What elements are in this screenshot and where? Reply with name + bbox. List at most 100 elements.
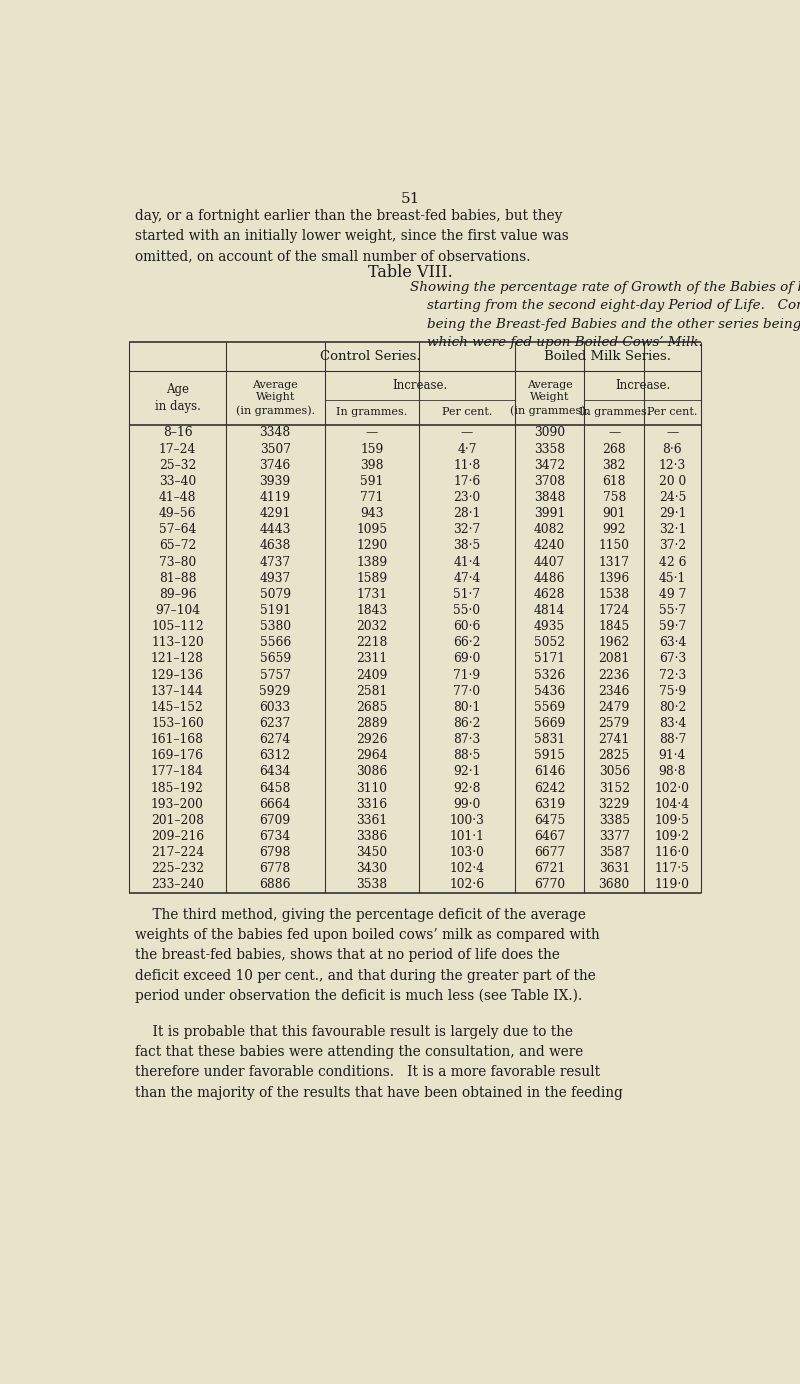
Text: Average
Weight
(in grammes).: Average Weight (in grammes).: [510, 379, 589, 417]
Text: 33–40: 33–40: [159, 475, 196, 487]
Text: 217–224: 217–224: [151, 846, 204, 859]
Text: 75·9: 75·9: [658, 685, 686, 698]
Text: 5380: 5380: [259, 620, 290, 632]
Text: 1724: 1724: [598, 603, 630, 617]
Text: 6677: 6677: [534, 846, 565, 859]
Text: In grammes.: In grammes.: [336, 407, 408, 418]
Text: 101·1: 101·1: [450, 830, 485, 843]
Text: 4·7: 4·7: [458, 443, 477, 455]
Text: 32·7: 32·7: [454, 523, 481, 536]
Text: 24·5: 24·5: [658, 491, 686, 504]
Text: 2889: 2889: [356, 717, 388, 729]
Text: 3086: 3086: [357, 765, 388, 778]
Text: 23·0: 23·0: [454, 491, 481, 504]
Text: 1843: 1843: [357, 603, 388, 617]
Text: 51: 51: [400, 192, 420, 206]
Text: 3152: 3152: [598, 782, 630, 794]
Text: 5929: 5929: [259, 685, 291, 698]
Text: 3110: 3110: [357, 782, 387, 794]
Text: 185–192: 185–192: [151, 782, 204, 794]
Text: 4737: 4737: [259, 555, 290, 569]
Text: 73–80: 73–80: [159, 555, 196, 569]
Text: 65–72: 65–72: [159, 540, 196, 552]
Text: —: —: [461, 426, 473, 439]
Text: 268: 268: [602, 443, 626, 455]
Text: 102·6: 102·6: [450, 879, 485, 891]
Text: 161–168: 161–168: [151, 734, 204, 746]
Text: 137–144: 137–144: [151, 685, 204, 698]
Text: 3090: 3090: [534, 426, 565, 439]
Text: 87·3: 87·3: [454, 734, 481, 746]
Text: 5326: 5326: [534, 668, 565, 681]
Text: 3056: 3056: [598, 765, 630, 778]
Text: 17–24: 17–24: [159, 443, 196, 455]
Text: 3507: 3507: [260, 443, 290, 455]
Text: 1845: 1845: [598, 620, 630, 632]
Text: 2346: 2346: [598, 685, 630, 698]
Text: 67·3: 67·3: [658, 652, 686, 666]
Text: 80·2: 80·2: [658, 700, 686, 714]
Text: 3631: 3631: [598, 862, 630, 875]
Text: 4291: 4291: [259, 507, 291, 520]
Text: 45·1: 45·1: [658, 572, 686, 584]
Text: 32·1: 32·1: [658, 523, 686, 536]
Text: 5569: 5569: [534, 700, 565, 714]
Text: 63·4: 63·4: [658, 637, 686, 649]
Text: day, or a fortnight earlier than the breast-fed babies, but they
started with an: day, or a fortnight earlier than the bre…: [135, 209, 569, 263]
Text: 6312: 6312: [259, 749, 290, 763]
Text: 3450: 3450: [357, 846, 387, 859]
Text: 3538: 3538: [357, 879, 387, 891]
Text: 60·6: 60·6: [454, 620, 481, 632]
Text: Average
Weight
(in grammes).: Average Weight (in grammes).: [235, 379, 314, 417]
Text: 4407: 4407: [534, 555, 565, 569]
Text: 3385: 3385: [598, 814, 630, 826]
Text: 6033: 6033: [259, 700, 290, 714]
Text: 5566: 5566: [259, 637, 290, 649]
Text: 1095: 1095: [357, 523, 387, 536]
Text: 771: 771: [360, 491, 384, 504]
Text: 29·1: 29·1: [658, 507, 686, 520]
Text: 193–200: 193–200: [151, 797, 204, 811]
Text: 1396: 1396: [598, 572, 630, 584]
Text: 91·4: 91·4: [658, 749, 686, 763]
Text: 103·0: 103·0: [450, 846, 485, 859]
Text: The third method, giving the percentage deficit of the average
weights of the ba: The third method, giving the percentage …: [135, 908, 600, 1003]
Text: 6458: 6458: [259, 782, 291, 794]
Text: 5052: 5052: [534, 637, 565, 649]
Text: 2926: 2926: [356, 734, 388, 746]
Text: 2032: 2032: [357, 620, 388, 632]
Text: 105–112: 105–112: [151, 620, 204, 632]
Text: 5757: 5757: [260, 668, 290, 681]
Text: 6467: 6467: [534, 830, 565, 843]
Text: 129–136: 129–136: [151, 668, 204, 681]
Text: 3430: 3430: [357, 862, 387, 875]
Text: 3386: 3386: [357, 830, 388, 843]
Text: 145–152: 145–152: [151, 700, 204, 714]
Text: 37·2: 37·2: [658, 540, 686, 552]
Text: 4119: 4119: [259, 491, 290, 504]
Text: 2581: 2581: [357, 685, 388, 698]
Text: 2579: 2579: [598, 717, 630, 729]
Text: 71·9: 71·9: [454, 668, 481, 681]
Text: 4935: 4935: [534, 620, 565, 632]
Text: 117·5: 117·5: [655, 862, 690, 875]
Text: 88·5: 88·5: [454, 749, 481, 763]
Text: 6770: 6770: [534, 879, 565, 891]
Text: 2218: 2218: [356, 637, 388, 649]
Text: 3361: 3361: [357, 814, 387, 826]
Text: 169–176: 169–176: [151, 749, 204, 763]
Text: 201–208: 201–208: [151, 814, 204, 826]
Text: Increase.: Increase.: [392, 379, 447, 392]
Text: 5079: 5079: [259, 588, 290, 601]
Text: 69·0: 69·0: [454, 652, 481, 666]
Text: 4240: 4240: [534, 540, 565, 552]
Text: 1150: 1150: [598, 540, 630, 552]
Text: 8–16: 8–16: [162, 426, 192, 439]
Text: —: —: [608, 426, 620, 439]
Text: 3746: 3746: [259, 458, 290, 472]
Text: 2825: 2825: [598, 749, 630, 763]
Text: Showing the percentage rate of Growth of the Babies of both series
    starting : Showing the percentage rate of Growth of…: [410, 281, 800, 349]
Text: 121–128: 121–128: [151, 652, 204, 666]
Text: 88·7: 88·7: [658, 734, 686, 746]
Text: —: —: [366, 426, 378, 439]
